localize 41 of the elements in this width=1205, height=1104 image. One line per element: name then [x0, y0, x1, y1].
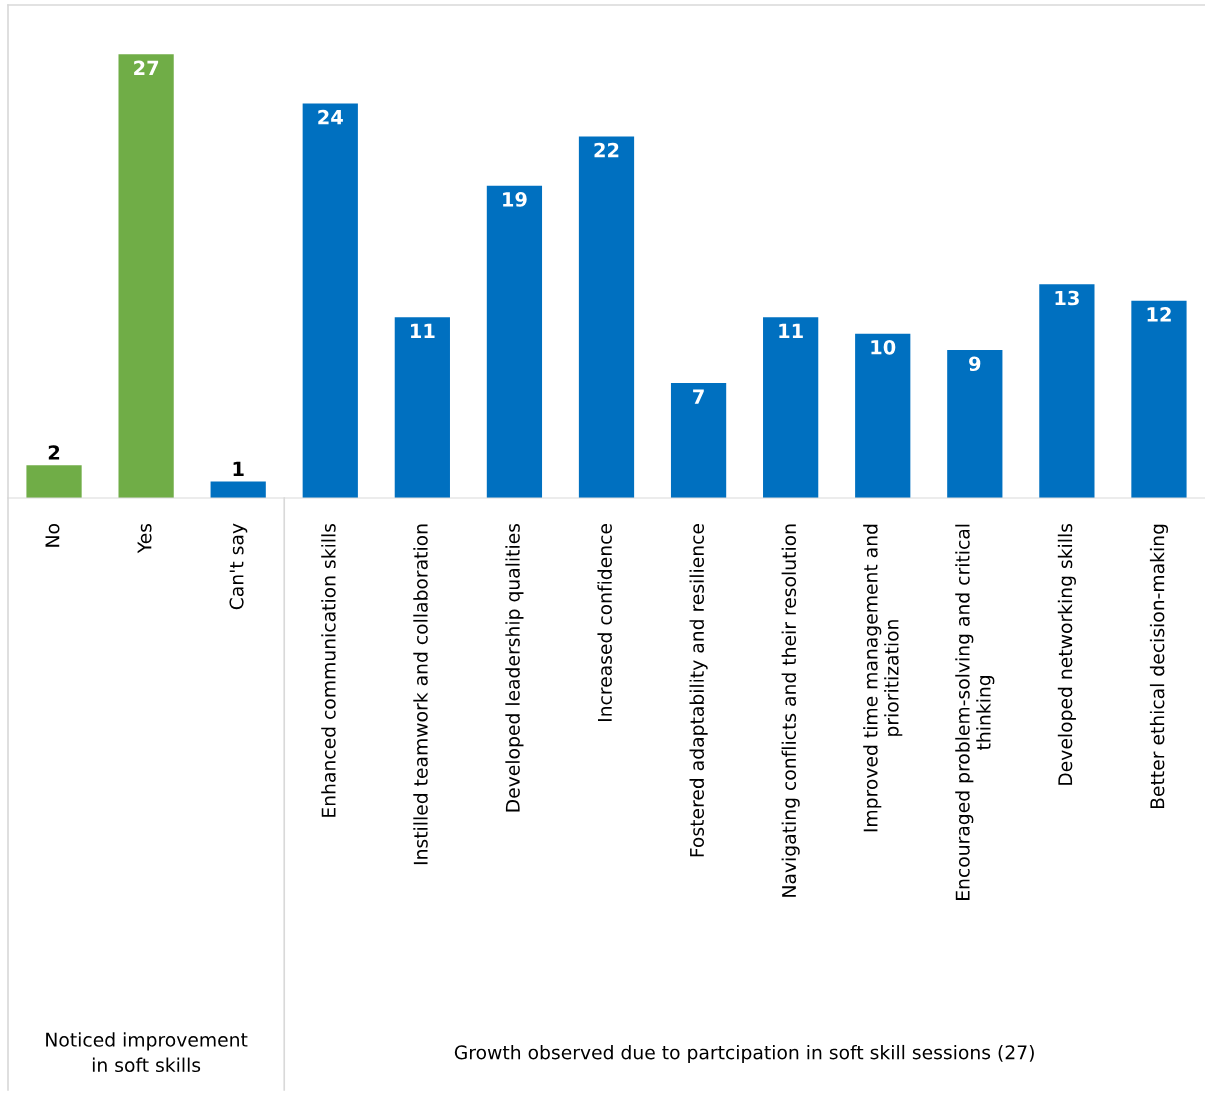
data-label: 11 [779, 323, 803, 338]
bar [1039, 284, 1095, 498]
data-label: 11 [411, 323, 435, 338]
bar [394, 317, 450, 498]
bar [210, 481, 266, 498]
data-label: 9 [969, 356, 981, 372]
bar [302, 103, 358, 498]
bar [578, 136, 635, 498]
x-tick-label: Can't say [229, 523, 248, 610]
x-tick-label: Fostered adaptability and resilience [689, 524, 708, 857]
x-tick-label: Encouraged problem-solving and critical thinking [955, 524, 995, 900]
x-tick-label: Developed leadership qualities [505, 523, 524, 812]
bar [118, 54, 174, 498]
data-label: 27 [134, 60, 159, 75]
x-tick-label: Better ethical decision-making [1149, 524, 1169, 809]
bar [947, 350, 1003, 498]
bar [763, 317, 819, 498]
data-label: 13 [1055, 290, 1079, 306]
data-label: 7 [693, 389, 704, 404]
x-tick-label: Increased confidence [597, 524, 612, 722]
x-tick-label: Developed networking skills [1057, 523, 1076, 785]
bar [26, 465, 82, 498]
data-label: 22 [594, 142, 619, 158]
data-label: 1 [233, 461, 244, 477]
text: Noticed improvement in soft skills [46, 1032, 248, 1073]
data-label: 10 [871, 339, 896, 355]
bar [670, 382, 727, 498]
bar [1131, 300, 1187, 498]
x-tick-label: Improved time management and prioritization [863, 524, 903, 832]
x-tick-label: No [45, 524, 60, 547]
bar [486, 185, 543, 498]
data-label: 2 [48, 445, 60, 460]
x-tick-label: Navigating conflicts and their resolution [781, 524, 800, 897]
data-label: 19 [503, 192, 527, 207]
x-tick-label: Instilled teamwork and collaboration [413, 524, 428, 865]
x-tick-label: Yes [137, 523, 152, 554]
bar [855, 333, 911, 498]
data-label: 12 [1147, 307, 1171, 322]
text: Growth observed due to partcipation in soft skill sessions (27) [454, 1044, 1034, 1064]
x-tick-label: Enhanced communication skills [321, 523, 336, 817]
data-label: 24 [318, 109, 343, 125]
